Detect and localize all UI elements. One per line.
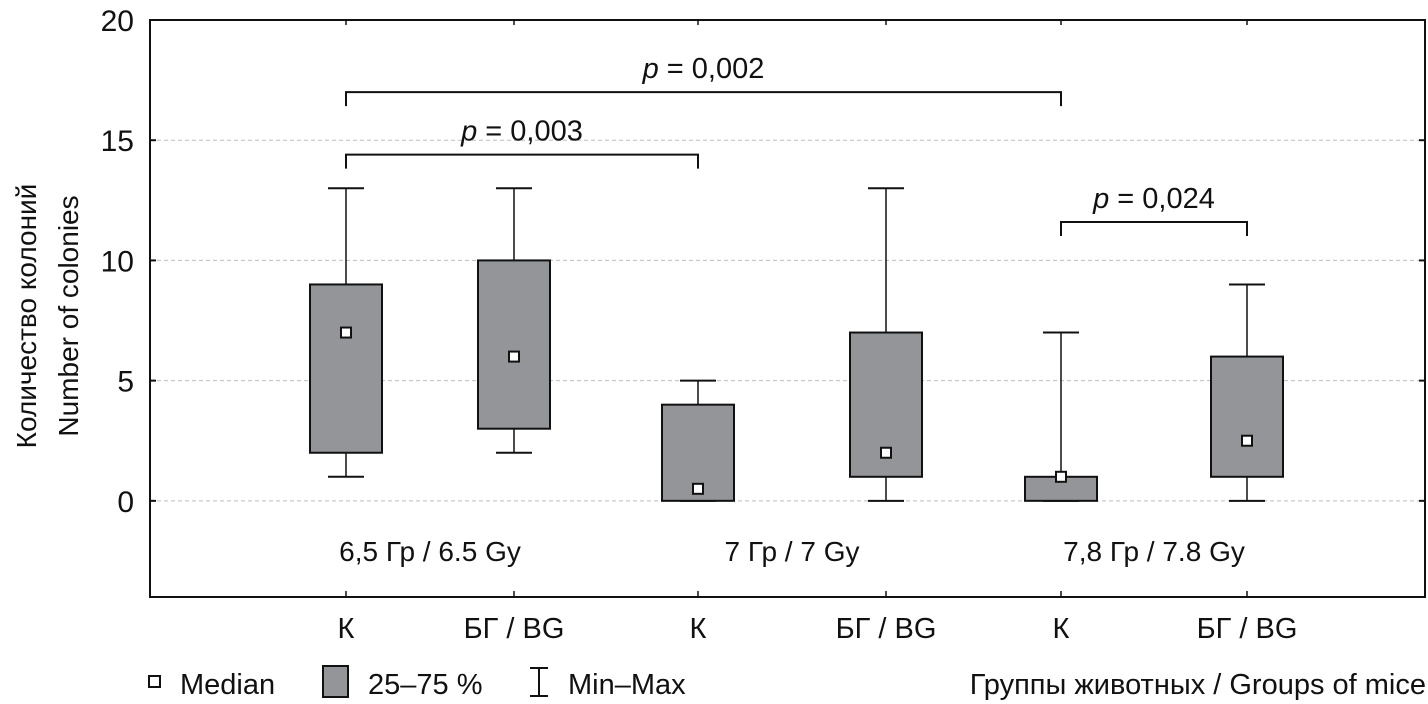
iqr-box xyxy=(309,283,383,454)
bracket-line xyxy=(345,91,1062,107)
legend-median-marker xyxy=(148,675,161,688)
legend-whisker-label: Min–Max xyxy=(568,669,686,701)
x-tick-label: К xyxy=(690,613,707,645)
p-value-label: p = 0,002 xyxy=(642,53,765,85)
y-tick-label: 0 xyxy=(117,486,134,519)
legend-box-label: 25–75 % xyxy=(368,669,483,701)
box-group xyxy=(849,187,923,502)
p-value: = 0,024 xyxy=(1109,183,1215,215)
box-group xyxy=(661,379,735,502)
p-value-label: p = 0,024 xyxy=(1092,183,1215,215)
p-symbol: p xyxy=(460,116,477,148)
bracket-line xyxy=(345,153,699,169)
median-marker xyxy=(340,326,352,339)
dose-group-labels: 6,5 Гр / 6.5 Gy 7 Гр / 7 Gy 7,8 Гр / 7.8 G… xyxy=(339,536,1245,567)
box-group xyxy=(1024,331,1098,502)
y-axis-title: Количество колоний Number of colonies xyxy=(11,184,84,449)
dose-group-label: 6,5 Гр / 6.5 Gy xyxy=(339,536,521,567)
median-marker xyxy=(880,446,892,459)
p-value: = 0,003 xyxy=(477,116,583,148)
p-symbol: p xyxy=(642,53,659,85)
median-marker xyxy=(508,350,520,363)
iqr-box xyxy=(1210,355,1284,478)
x-tick-label: БГ / BG xyxy=(464,613,565,645)
median-marker xyxy=(1055,470,1067,483)
significance-bracket: p = 0,002 xyxy=(345,53,1062,107)
p-symbol: p xyxy=(1092,183,1109,215)
iqr-box xyxy=(1024,475,1098,502)
legend-box-swatch xyxy=(322,665,349,698)
median-marker xyxy=(1241,434,1253,447)
y-tick-label: 15 xyxy=(101,125,134,158)
dose-group-label: 7 Гр / 7 Gy xyxy=(725,536,860,567)
box-group xyxy=(1210,283,1284,502)
legend: Median 25–75 % Min–Max xyxy=(148,665,686,701)
y-tick-label: 10 xyxy=(101,245,134,278)
legend-median-label: Median xyxy=(180,669,275,701)
x-tick-label: БГ / BG xyxy=(1197,613,1298,645)
y-axis-title-line-2: Number of colonies xyxy=(53,195,84,436)
y-axis-title-line-1: Количество колоний xyxy=(11,184,42,449)
x-tick-label: БГ / BG xyxy=(836,613,937,645)
box-group xyxy=(309,187,383,478)
box-group xyxy=(477,187,551,454)
y-tick-label: 20 xyxy=(101,5,134,38)
x-axis-title: Группы животных / Groups of mice xyxy=(970,669,1426,701)
median-marker xyxy=(692,482,704,495)
bracket-line xyxy=(1060,220,1248,236)
iqr-box xyxy=(477,259,551,430)
legend-whisker-icon xyxy=(530,667,548,697)
y-tick-label: 5 xyxy=(117,366,134,399)
x-axis: К БГ / BG К БГ / BG К БГ / BG xyxy=(338,20,1298,645)
p-value-label: p = 0,003 xyxy=(460,116,583,148)
dose-group-label: 7,8 Гр / 7.8 Gy xyxy=(1063,536,1245,567)
x-tick-label: К xyxy=(338,613,355,645)
significance-bracket: p = 0,024 xyxy=(1060,183,1248,236)
y-axis: 0 5 10 15 20 xyxy=(101,5,1425,519)
x-tick-label: К xyxy=(1053,613,1070,645)
significance-bracket: p = 0,003 xyxy=(345,116,699,169)
p-value: = 0,002 xyxy=(659,53,765,85)
plot-frame xyxy=(149,19,1426,598)
boxes xyxy=(309,187,1284,502)
